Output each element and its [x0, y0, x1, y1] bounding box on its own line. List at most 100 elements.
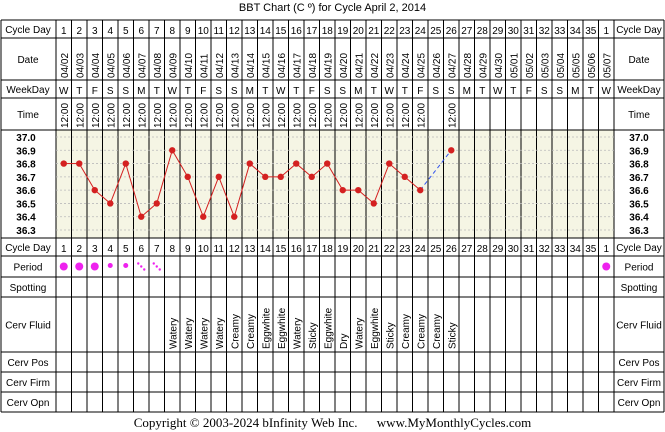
cycle-day-number: 7 [154, 26, 160, 37]
weekday-cell: T [510, 86, 516, 97]
time-label-right: Time [628, 110, 650, 121]
site-link[interactable]: www.MyMonthlyCycles.com [376, 415, 532, 430]
cycle-day-number: 24 [415, 26, 427, 37]
cycle-day-number: 28 [477, 26, 489, 37]
cycle-day-number: 11 [214, 26, 225, 37]
period-spotting-dot [143, 268, 146, 271]
date-cell: 04/25 [416, 53, 427, 78]
temp-point [262, 173, 269, 181]
date-cell: 04/14 [246, 53, 257, 78]
weekday-cell: F [526, 86, 532, 97]
temp-point [76, 160, 83, 167]
date-cell: 04/19 [323, 53, 334, 78]
cycle-day-number: 1 [603, 26, 609, 37]
date-cell: 04/05 [106, 53, 117, 78]
cerv-firm-label-left: Cerv Firm [6, 378, 50, 389]
cycle-day-2-label-left: Cycle Day [5, 243, 51, 254]
cerv-fluid-cell: Watery [215, 318, 226, 349]
period-spotting-dot [137, 262, 140, 265]
period-spotting-dot [152, 262, 155, 265]
date-cell: 04/30 [494, 53, 505, 78]
time-cell: 12:00 [385, 103, 396, 128]
period-medium-marker [123, 263, 129, 268]
cycle-day-label-left: Cycle Day [5, 25, 51, 36]
y-tick-right: 36.3 [629, 226, 649, 237]
weekday-cell: W [59, 86, 69, 97]
cycle-day-number: 30 [508, 26, 520, 37]
temp-line-segment [202, 176, 220, 217]
temp-point [277, 173, 284, 181]
cerv-fluid-cell: Creamy [416, 314, 427, 349]
weekday-cell: S [556, 86, 563, 97]
period-medium-marker [107, 263, 113, 268]
cycle-day-number-2: 30 [508, 244, 520, 255]
y-tick-right: 36.9 [629, 146, 649, 157]
cerv-fluid-cell: Dry [339, 333, 350, 349]
period-heavy-marker [75, 262, 84, 271]
cerv-fluid-cell: Watery [292, 318, 303, 349]
temp-point [417, 186, 424, 194]
weekday-cell: T [479, 86, 485, 97]
date-label-left: Date [17, 55, 39, 66]
spotting-label-right: Spotting [621, 283, 658, 294]
cycle-day-number-2: 1 [603, 244, 609, 255]
time-label-left: Time [17, 110, 39, 121]
cycle-day-number-2: 27 [461, 244, 473, 255]
time-cell: 12:00 [122, 103, 133, 128]
time-cell: 12:00 [230, 103, 241, 128]
cerv-fluid-cell: Eggwhite [370, 307, 381, 349]
cycle-day-number-2: 8 [169, 244, 175, 255]
weekday-cell: S [122, 86, 129, 97]
y-tick-left: 36.9 [16, 146, 36, 157]
cycle-day-number: 18 [322, 26, 334, 37]
cerv-fluid-cell: Eggwhite [261, 307, 272, 349]
cycle-day-number-2: 31 [523, 244, 535, 255]
cycle-day-number: 22 [384, 26, 396, 37]
cycle-day-number: 26 [446, 26, 458, 37]
temp-point [231, 213, 238, 220]
cycle-day-number-2: 10 [198, 244, 210, 255]
temp-point [153, 200, 160, 207]
weekday-cell: T [588, 86, 594, 97]
temp-point [386, 160, 393, 167]
temp-line-segment [125, 163, 142, 217]
cycle-day-number-2: 12 [229, 244, 241, 255]
cycle-day-number: 31 [523, 26, 535, 37]
cerv-opn-label-right: Cerv Opn [618, 398, 661, 409]
cerv-fluid-cell: Watery [184, 318, 195, 349]
weekday-cell: T [185, 86, 191, 97]
cycle-day-2-label-right: Cycle Day [616, 243, 662, 254]
temp-line-segment [233, 163, 251, 217]
cycle-day-number: 9 [185, 26, 191, 37]
weekday-cell: T [154, 86, 160, 97]
temp-line-segment [295, 163, 313, 178]
cycle-day-number-2: 4 [107, 244, 113, 255]
copyright-text: Copyright © 2003-2024 bInfinity Web Inc. [133, 415, 358, 430]
temp-point [60, 160, 67, 167]
temp-line-segment [404, 176, 421, 191]
date-cell: 04/03 [75, 53, 86, 78]
time-cell: 12:00 [323, 103, 334, 128]
weekday-cell: F [200, 86, 206, 97]
cycle-day-number-2: 35 [585, 244, 597, 255]
weekday-cell: S [541, 86, 548, 97]
cycle-day-number: 4 [107, 26, 113, 37]
cycle-day-number-2: 15 [275, 244, 287, 255]
weekday-cell: T [402, 86, 408, 97]
time-cell: 12:00 [447, 103, 458, 128]
date-cell: 04/26 [432, 53, 443, 78]
temp-point [308, 173, 315, 181]
period-heavy-marker [602, 262, 611, 271]
y-tick-left: 36.4 [16, 213, 36, 224]
date-cell: 05/07 [602, 53, 613, 78]
date-cell: 04/20 [339, 53, 350, 78]
cycle-day-number: 12 [229, 26, 241, 37]
cycle-day-number-2: 34 [570, 244, 582, 255]
footer: Copyright © 2003-2024 bInfinity Web Inc.… [0, 415, 665, 431]
date-cell: 05/06 [587, 53, 598, 78]
cerv-fluid-cell: Creamy [230, 314, 241, 349]
temp-line-segment [357, 189, 375, 204]
cycle-day-number: 17 [306, 26, 318, 37]
cycle-day-number: 29 [492, 26, 504, 37]
temp-point [107, 200, 114, 207]
